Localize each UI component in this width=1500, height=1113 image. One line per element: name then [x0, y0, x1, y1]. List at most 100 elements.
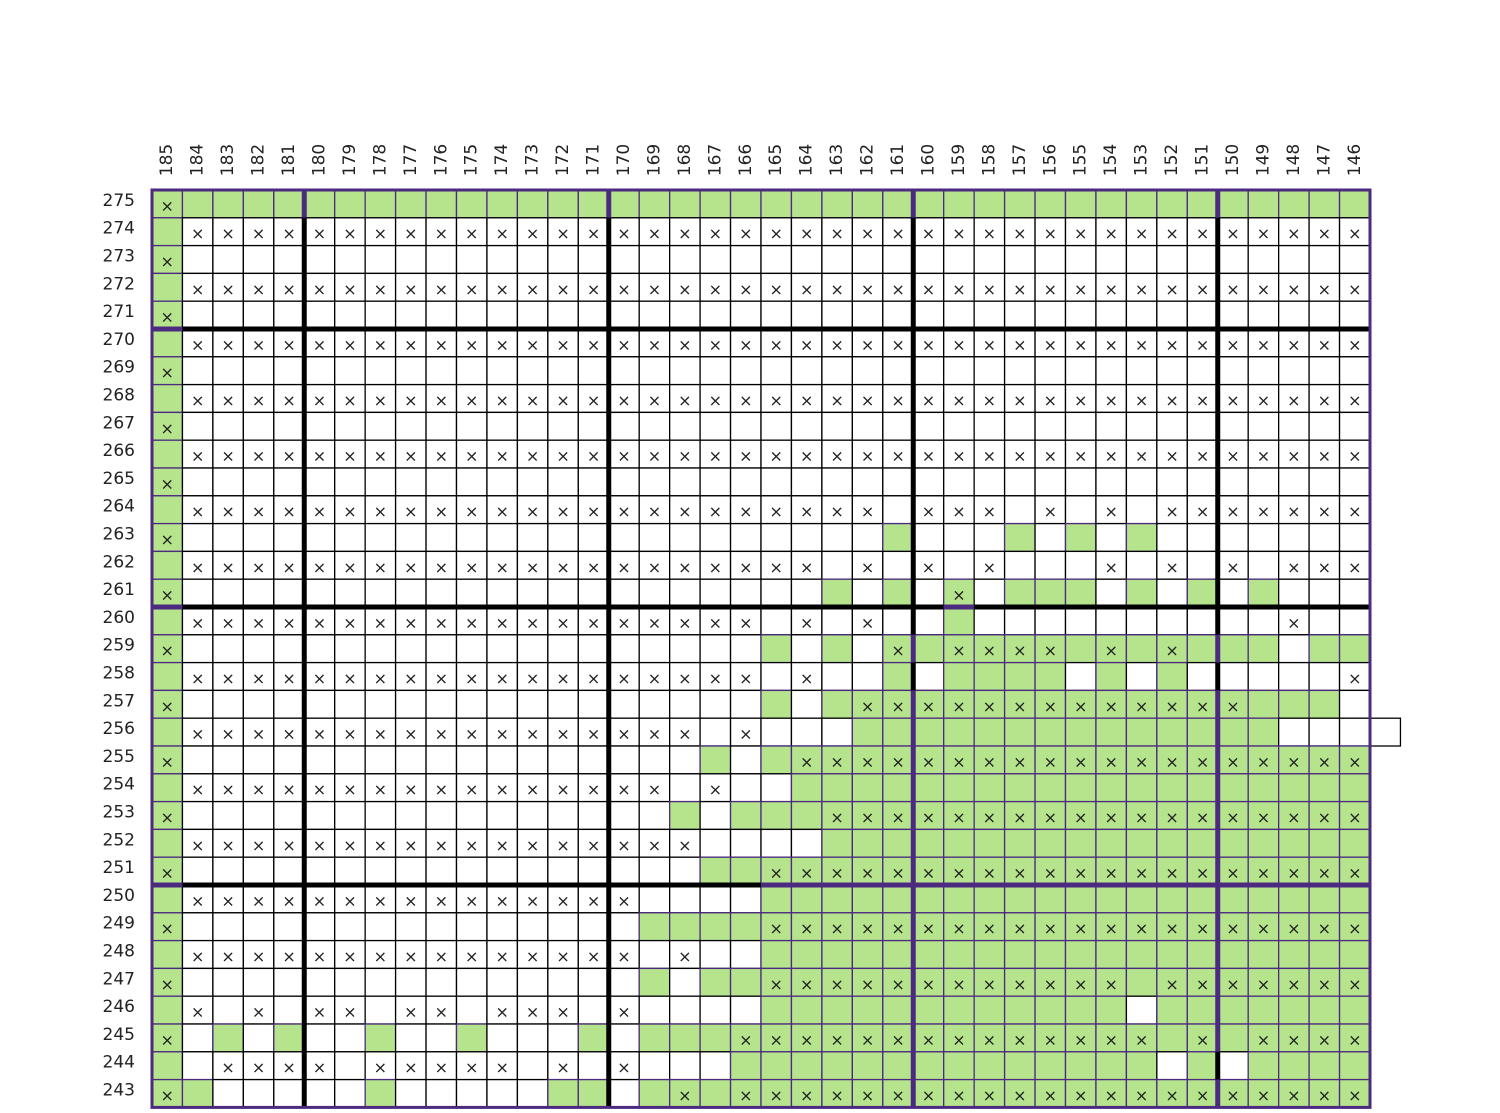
cell [364, 995, 397, 1025]
cell [851, 995, 884, 1025]
cross-mark: × [404, 669, 417, 688]
cell [1217, 828, 1249, 858]
cell [1125, 717, 1158, 747]
cross-mark: × [252, 780, 265, 799]
cell [1338, 689, 1371, 719]
cell [1308, 189, 1341, 219]
cross-mark: × [861, 447, 874, 466]
cross-mark: × [465, 280, 478, 299]
cell [973, 773, 1006, 803]
cell [516, 1078, 549, 1109]
cross-mark: × [983, 391, 996, 410]
cross-mark: × [1165, 641, 1178, 660]
cross-mark: × [313, 1058, 326, 1077]
cross-mark: × [1348, 1030, 1361, 1049]
cell [577, 745, 610, 775]
row-label: 269 [103, 358, 135, 378]
cross-mark: × [404, 280, 417, 299]
cell [699, 272, 732, 302]
cell [882, 745, 914, 775]
cell [303, 912, 336, 942]
cross-mark: × [313, 780, 326, 799]
cell [882, 912, 914, 942]
cross-mark: × [556, 335, 569, 354]
cell [638, 189, 671, 219]
cell [303, 467, 336, 497]
cell [669, 189, 701, 219]
cell [486, 912, 519, 942]
cell [638, 939, 671, 970]
column-label: 160 [918, 144, 938, 176]
cell [608, 689, 640, 719]
cell [1095, 661, 1128, 692]
cell [1338, 1023, 1371, 1053]
cross-mark: × [952, 919, 965, 938]
cross-mark: × [709, 280, 722, 299]
cell [151, 884, 184, 914]
cross-mark: × [1318, 335, 1331, 354]
cell [181, 661, 214, 692]
cross-mark: × [1104, 335, 1117, 354]
cell [1156, 773, 1188, 803]
cross-mark: × [1165, 391, 1178, 410]
cell [882, 300, 914, 330]
cell [760, 550, 793, 580]
cell [1217, 1023, 1249, 1053]
cell [760, 467, 793, 497]
cell [1095, 828, 1128, 858]
cross-mark: × [770, 558, 783, 577]
cell [638, 244, 671, 275]
cell [577, 828, 610, 858]
cross-mark: × [952, 224, 965, 243]
cell [729, 828, 762, 858]
cross-mark: × [861, 919, 874, 938]
cell [1278, 356, 1310, 386]
cell [973, 800, 1006, 831]
cross-mark: × [1165, 447, 1178, 466]
row-label: 268 [103, 386, 135, 406]
cross-mark: × [891, 752, 904, 771]
cell [1247, 522, 1280, 553]
cross-mark: × [1318, 558, 1331, 577]
cell [577, 1023, 610, 1053]
cell [455, 995, 488, 1025]
cell [455, 578, 488, 608]
cell [486, 495, 519, 525]
cell [1064, 356, 1097, 386]
cell [242, 189, 275, 219]
cross-mark: × [556, 669, 569, 688]
cell [547, 634, 579, 664]
cell [1247, 717, 1280, 747]
cell [912, 244, 945, 275]
cell [486, 1051, 519, 1081]
cell [638, 689, 671, 719]
cell [912, 578, 945, 608]
cross-mark: × [404, 391, 417, 410]
cell [1186, 550, 1219, 580]
cross-mark: × [648, 613, 661, 632]
cell [425, 912, 458, 942]
cell [1247, 745, 1280, 775]
cross-mark: × [465, 613, 478, 632]
cross-mark: × [313, 335, 326, 354]
cell [760, 272, 793, 302]
cell [943, 884, 975, 914]
cross-mark: × [1257, 752, 1270, 771]
cell [303, 272, 336, 302]
cell [1003, 217, 1036, 247]
cross-mark: × [1044, 641, 1057, 660]
cell [303, 189, 336, 219]
cross-mark: × [800, 224, 813, 243]
cell [364, 272, 397, 302]
cell [1156, 522, 1188, 553]
cross-mark: × [952, 391, 965, 410]
cross-mark: × [830, 447, 843, 466]
cell [547, 856, 579, 886]
cell [242, 912, 275, 942]
cross-mark: × [252, 502, 265, 521]
cross-mark: × [1104, 697, 1117, 716]
cross-mark: × [952, 864, 965, 883]
cross-mark: × [1013, 280, 1026, 299]
cell [1278, 995, 1310, 1025]
cell [334, 773, 366, 803]
